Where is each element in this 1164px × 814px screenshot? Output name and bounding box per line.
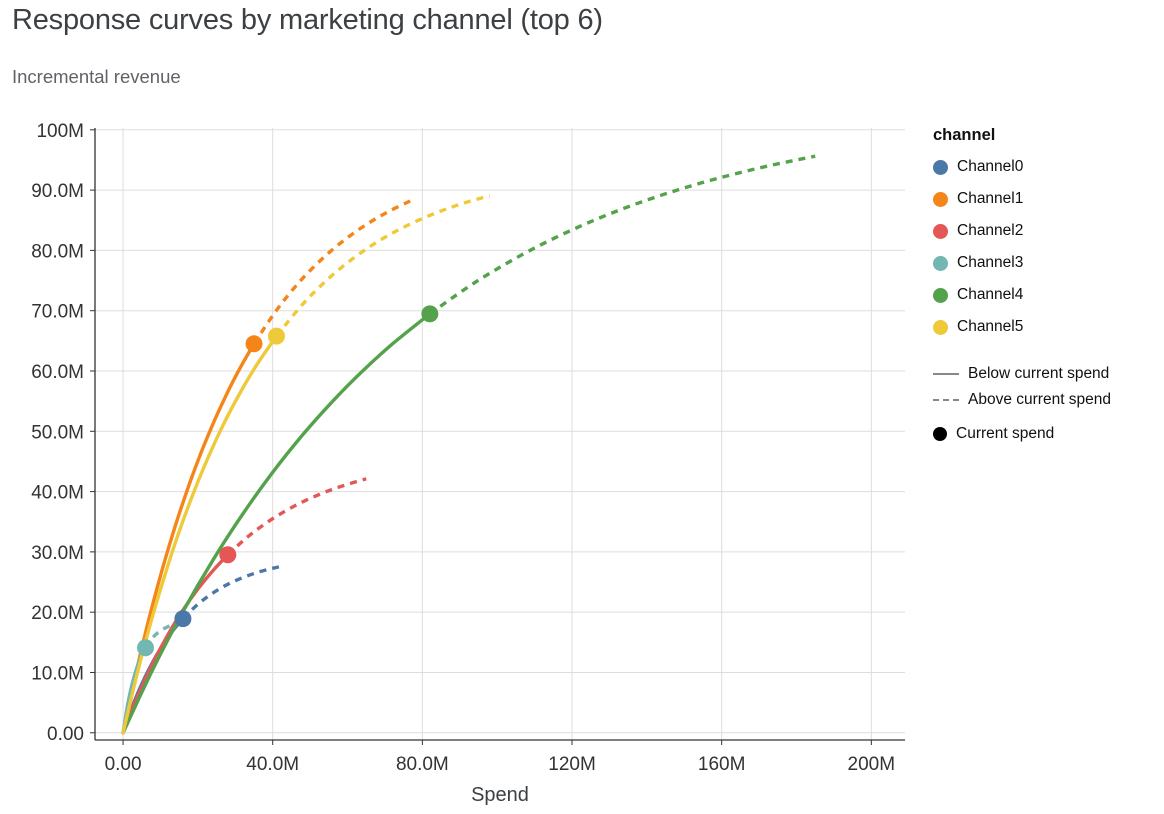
legend-item-channel3: Channel3 — [933, 247, 1158, 279]
y-tick-label: 100M — [36, 121, 84, 142]
series-dashed-channel1 — [252, 198, 412, 345]
current-spend-dot-icon — [933, 427, 947, 441]
legend-channel-list: Channel0 Channel1 Channel2 Channel3 Channel4… — [933, 151, 1158, 343]
dashed-line-icon — [933, 399, 959, 401]
legend-style-label-solid: Below current spend — [968, 365, 1110, 382]
legend-swatch-icon-channel5 — [933, 319, 948, 335]
legend-swatch-icon-channel0 — [933, 159, 948, 175]
series-dashed-channel0 — [181, 564, 285, 620]
legend-label-channel5: Channel5 — [957, 318, 1024, 335]
legend-label-channel1: Channel1 — [957, 190, 1024, 207]
y-tick-label: 80.0M — [31, 241, 84, 262]
x-tick-label: 160M — [698, 754, 746, 775]
chart-legend: channel Channel0 Channel1 Channel2 Channel3… — [933, 126, 1158, 443]
legend-swatch-icon-channel4 — [933, 287, 948, 303]
current-spend-dot-channel4 — [421, 305, 439, 323]
current-spend-dot-channel2 — [219, 546, 237, 564]
legend-swatch-icon-channel2 — [933, 223, 948, 239]
chart-title: Response curves by marketing channel (to… — [12, 4, 603, 36]
y-tick-label: 0.00 — [47, 724, 84, 745]
x-axis-title: Spend — [471, 784, 529, 806]
x-tick-label: 200M — [848, 754, 896, 775]
x-tick-label: 0.00 — [105, 754, 142, 775]
y-tick-label: 60.0M — [31, 362, 84, 383]
legend-style-item-dashed: Above current spend — [933, 387, 1158, 413]
legend-swatch-icon-channel3 — [933, 255, 948, 271]
current-spend-dot-channel5 — [267, 327, 285, 345]
legend-style-item-solid: Below current spend — [933, 361, 1158, 387]
chart-subtitle: Incremental revenue — [12, 66, 181, 87]
series-dashed-channel5 — [275, 194, 491, 338]
x-tick-label: 120M — [548, 754, 596, 775]
current-spend-dot-channel0 — [174, 610, 192, 628]
y-tick-label: 30.0M — [31, 543, 84, 564]
legend-item-channel5: Channel5 — [933, 311, 1158, 343]
series-solid-channel4 — [121, 312, 432, 735]
legend-item-channel4: Channel4 — [933, 279, 1158, 311]
legend-title: channel — [933, 126, 996, 144]
series-solid-channel5 — [121, 334, 279, 735]
legend-item-channel0: Channel0 — [933, 151, 1158, 183]
legend-label-channel3: Channel3 — [957, 254, 1024, 271]
legend-item-current-spend: Current spend — [933, 425, 1158, 443]
solid-line-icon — [933, 373, 959, 375]
legend-style-label-dashed: Above current spend — [968, 391, 1112, 408]
legend-swatch-icon-channel1 — [933, 191, 948, 207]
y-tick-label: 40.0M — [31, 483, 84, 504]
series-dashed-channel3 — [144, 619, 191, 649]
legend-style-list: Below current spend Above current spend — [933, 361, 1158, 413]
y-tick-label: 50.0M — [31, 422, 84, 443]
legend-item-channel1: Channel1 — [933, 183, 1158, 215]
legend-label-channel2: Channel2 — [957, 222, 1024, 239]
legend-label-channel0: Channel0 — [957, 158, 1024, 175]
y-tick-label: 20.0M — [31, 603, 84, 624]
current-spend-dot-channel3 — [137, 639, 155, 657]
y-tick-label: 70.0M — [31, 302, 84, 323]
x-tick-label: 80.0M — [396, 754, 449, 775]
series-dashed-channel4 — [428, 154, 816, 316]
current-spend-dot-channel1 — [245, 335, 263, 353]
legend-item-channel2: Channel2 — [933, 215, 1158, 247]
y-tick-label: 90.0M — [31, 181, 84, 202]
series-solid-channel1 — [121, 342, 256, 735]
series-dashed-channel2 — [226, 477, 367, 557]
x-tick-label: 40.0M — [246, 754, 299, 775]
legend-label-current-spend: Current spend — [956, 425, 1055, 442]
legend-point-entry: Current spend — [933, 425, 1158, 443]
legend-label-channel4: Channel4 — [957, 286, 1024, 303]
y-tick-label: 10.0M — [31, 663, 84, 684]
